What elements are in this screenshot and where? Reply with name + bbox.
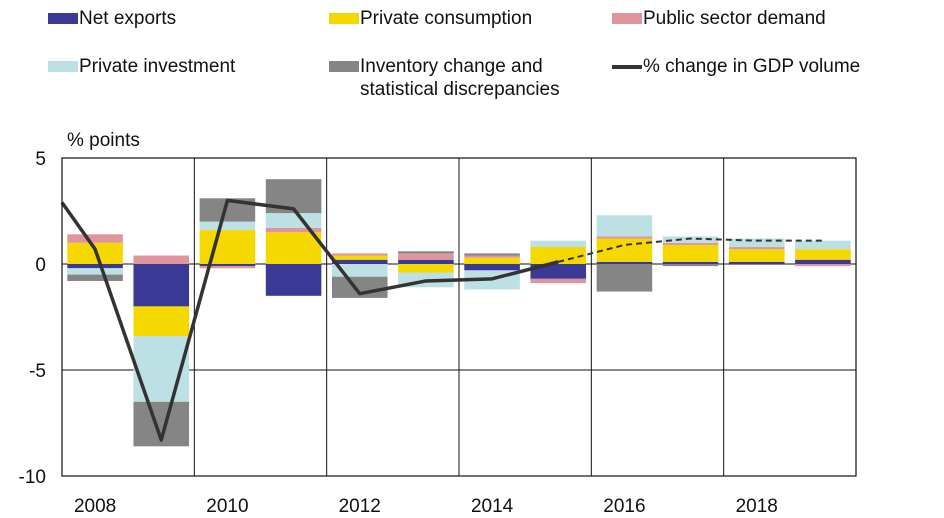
legend-label-inventory-change: Inventory change and statistical discrep…	[360, 56, 560, 100]
bar-segment-2012-series-0	[331, 259, 388, 264]
legend-item-gdp-change: % change in GDP volume	[612, 55, 860, 78]
x-tick-label: 2012	[339, 496, 381, 517]
bar-segment-2012-series-2	[331, 253, 388, 256]
bar-segment-2013-series-2	[398, 253, 454, 260]
axis-ticks: 5 0 -5 -10 2008 2010 2012 2014 2016 2018	[19, 149, 778, 517]
x-tick-label: 2018	[736, 496, 778, 517]
legend-item-private-consumption: Private consumption	[329, 7, 532, 30]
bar-segment-2015-series-2	[530, 278, 587, 284]
bar-segment-2017-series-4	[662, 264, 719, 267]
bar-segment-2014-series-4	[464, 253, 520, 256]
legend-item-net-exports: Net exports	[48, 7, 176, 30]
plot-frame	[61, 157, 857, 477]
grid-lines	[62, 158, 856, 476]
bar-segment-2013-series-0	[398, 259, 454, 264]
bar-segment-2010-series-1	[199, 230, 256, 264]
bar-segment-2018-series-1	[728, 249, 785, 262]
x-tick-label: 2016	[603, 496, 645, 517]
x-tick-label: 2014	[471, 496, 514, 517]
bar-segment-2016-series-1	[596, 238, 653, 262]
bar-segment-2008-series-3	[67, 268, 123, 275]
legend-label-private-investment: Private investment	[79, 56, 236, 77]
bar-segment-2019-series-1	[795, 249, 851, 260]
legend-swatch-net-exports	[48, 13, 78, 24]
y-tick-label: 5	[35, 149, 46, 170]
bar-segment-2009-series-1	[133, 306, 190, 337]
bar-segment-2018-series-3	[728, 238, 785, 248]
bar-segment-2012-series-1	[331, 255, 388, 260]
bar-segment-2010-series-2	[199, 266, 256, 269]
bar-segment-2013-series-1	[398, 264, 454, 273]
legend-item-public-sector-demand: Public sector demand	[612, 7, 826, 30]
gdp-line-forecast	[558, 237, 823, 263]
bar-segment-2008-series-4	[67, 274, 123, 281]
legend-label-gdp-change: % change in GDP volume	[643, 56, 861, 77]
bar-segment-2019-series-2	[795, 264, 851, 267]
bar-segment-2008-series-0	[67, 264, 123, 269]
legend-swatch-private-consumption	[329, 13, 359, 24]
bar-segment-2017-series-1	[662, 244, 719, 262]
legend-item-inventory-change: Inventory change and statistical discrep…	[329, 55, 560, 101]
bar-segment-2014-series-2	[464, 255, 520, 258]
bar-segment-2017-series-2	[662, 242, 719, 245]
bar-segment-2014-series-0	[464, 264, 520, 271]
bar-segment-2016-series-2	[596, 236, 653, 239]
bar-segment-2009-series-0	[133, 264, 190, 307]
gdp-line-group	[60, 198, 823, 442]
bar-segment-2010-series-4	[199, 198, 256, 222]
legend-label-private-consumption: Private consumption	[360, 8, 533, 29]
bar-segment-2010-series-0	[199, 264, 256, 267]
legend-item-private-investment: Private investment	[48, 55, 235, 78]
bar-segment-2016-series-3	[596, 215, 653, 237]
bar-segment-2011-series-2	[265, 227, 322, 233]
x-tick-label: 2008	[74, 496, 116, 517]
bar-segment-2015-series-0	[530, 264, 587, 279]
bar-segment-2013-series-4	[398, 251, 454, 254]
legend-label-net-exports: Net exports	[79, 8, 177, 29]
bar-segment-2018-series-0	[728, 261, 785, 264]
bar-segment-2019-series-0	[795, 259, 851, 264]
y-tick-label: -10	[19, 467, 46, 488]
bar-segment-2018-series-2	[728, 247, 785, 250]
bar-segment-2014-series-1	[464, 257, 520, 264]
x-tick-label: 2010	[206, 496, 248, 517]
bar-segment-2010-series-3	[199, 221, 256, 231]
bar-segment-2011-series-3	[265, 213, 322, 228]
legend-swatch-public-sector-demand	[612, 13, 642, 24]
y-tick-label: -5	[29, 361, 46, 382]
bar-segment-2019-series-3	[795, 240, 851, 250]
bar-segment-2017-series-0	[662, 261, 719, 264]
legend-swatch-private-investment	[48, 61, 78, 72]
legend-swatch-gdp-change	[612, 65, 642, 69]
bar-stacks	[67, 179, 851, 447]
bar-segment-2011-series-0	[265, 264, 322, 296]
bar-segment-2015-series-3	[530, 240, 587, 248]
gdp-line-actual	[60, 198, 559, 442]
y-axis-title: % points	[67, 130, 140, 151]
bar-segment-2009-series-2	[133, 255, 190, 264]
bar-segment-2016-series-4	[596, 264, 653, 292]
legend-swatch-inventory-change	[329, 61, 359, 72]
bar-segment-2015-series-1	[530, 247, 587, 264]
chart-legend: Net exports Private consumption Public s…	[0, 0, 944, 110]
legend-label-public-sector-demand: Public sector demand	[643, 8, 826, 29]
bar-segment-2016-series-0	[596, 261, 653, 264]
bar-segment-2008-series-2	[67, 234, 123, 243]
bar-segment-2017-series-3	[662, 236, 719, 243]
y-tick-label: 0	[35, 255, 46, 276]
bar-segment-2011-series-1	[265, 232, 322, 264]
